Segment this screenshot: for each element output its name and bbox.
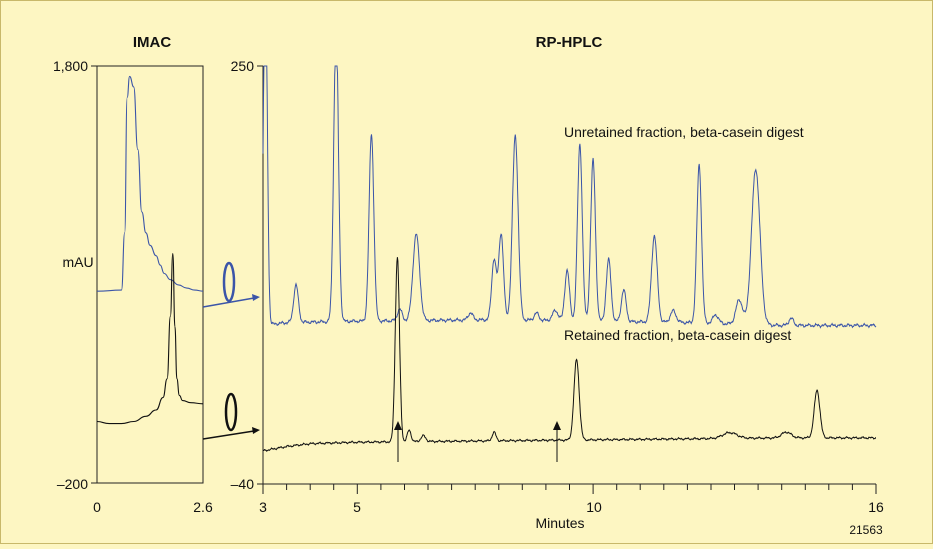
hplc-panel: RP-HPLC 250 –40 3 5 10 16 Minutes Unreta…	[231, 34, 884, 531]
imac-plot-frame	[96, 65, 204, 484]
imac-y-tick-label-top: 1,800	[53, 58, 88, 74]
imac-y-axis-label: mAU	[62, 254, 93, 270]
hplc-series-retained-line	[263, 257, 876, 452]
hplc-series-retained-label: Retained fraction, beta-casein digest	[564, 327, 791, 343]
imac-title: IMAC	[133, 34, 171, 51]
hplc-x-tick-label-5: 5	[353, 499, 361, 515]
hplc-series-unretained-label: Unretained fraction, beta-casein digest	[564, 124, 804, 140]
hplc-series-unretained-line	[262, 65, 877, 329]
imac-panel: IMAC 1,800 –200 mAU 0 2.6	[53, 34, 213, 515]
imac-series-retained-line	[96, 253, 204, 425]
hplc-x-tick-label-16: 16	[868, 499, 884, 515]
imac-y-tick-label-bottom: –200	[57, 476, 88, 492]
imac-x-tick-label-end: 2.6	[193, 499, 213, 515]
blue-connector-arrowhead	[252, 294, 260, 301]
hplc-title: RP-HPLC	[536, 34, 603, 51]
hplc-y-tick-label-top: 250	[231, 58, 255, 74]
black-connector-arrow-line	[202, 430, 255, 440]
imac-series-unretained-line	[96, 75, 204, 292]
hplc-x-tick-label-3: 3	[259, 499, 267, 515]
peak-marker-arrow-2	[553, 421, 561, 462]
black-fraction-loop-icon	[224, 392, 238, 432]
figure-id-label: 21563	[849, 523, 883, 537]
black-connector-arrowhead	[252, 427, 260, 434]
blue-connector-arrow-line	[202, 297, 255, 308]
imac-x-tick-label-start: 0	[93, 499, 101, 515]
blue-fraction-loop-icon	[222, 261, 236, 303]
fraction-connectors	[202, 261, 260, 440]
peak-marker-arrow-1	[394, 421, 402, 462]
hplc-y-tick-label-bottom: –40	[231, 476, 255, 492]
hplc-x-minor-ticks	[262, 484, 877, 494]
hplc-x-tick-label-10: 10	[586, 499, 602, 515]
hplc-x-axis-label: Minutes	[535, 515, 584, 531]
